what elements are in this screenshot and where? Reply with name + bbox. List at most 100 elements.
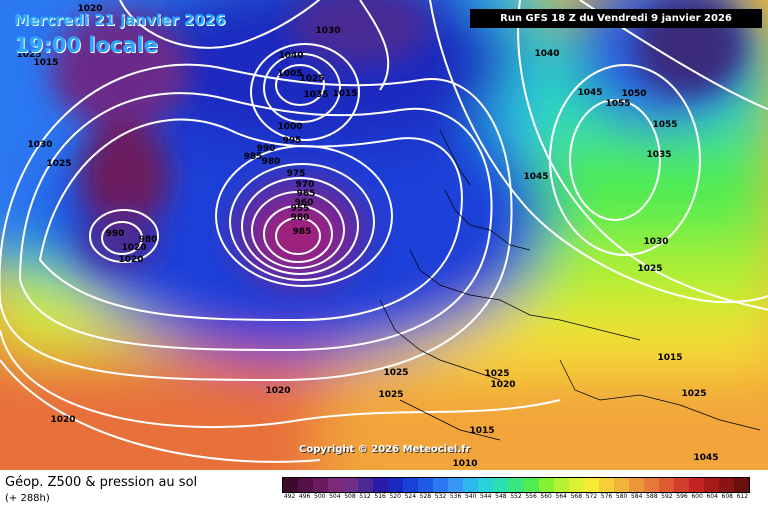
legend-swatch (553, 478, 569, 492)
pressure-label: 1035 (303, 90, 329, 100)
run-info: Run GFS 18 Z du Vendredi 9 janvier 2026 (470, 9, 762, 28)
pressure-label: 1025 (484, 369, 510, 379)
footer: Géop. Z500 & pression au sol (+ 288h) 49… (0, 470, 768, 512)
pressure-label: 1015 (657, 353, 683, 363)
pressure-label: 1020 (121, 243, 147, 253)
coastlines (379, 129, 761, 441)
pressure-label: 970 (295, 180, 315, 190)
field-title: Géop. Z500 & pression au sol (5, 475, 198, 490)
legend-labels: 492 496 500 504 508 512 516 520 524 528 532 536 540 5… (282, 493, 750, 500)
legend-swatch (463, 478, 479, 492)
legend-swatch (328, 478, 344, 492)
pressure-label: 965 (296, 189, 316, 199)
copyright: Copyright © 2026 Meteociel.fr (299, 444, 471, 455)
pressure-label: 1035 (646, 150, 672, 160)
pressure-label: 980 (138, 235, 158, 245)
pressure-label: 1000 (277, 122, 303, 132)
pressure-label: 985 (243, 152, 263, 162)
legend-swatch (583, 478, 599, 492)
legend-value: 532 (434, 493, 447, 500)
pressure-label: 995 (282, 136, 302, 146)
legend-swatch (388, 478, 404, 492)
legend-value: 516 (374, 493, 386, 500)
legend-value: 552 (510, 493, 522, 500)
pressure-label: 1020 (265, 386, 291, 396)
pressure-label: 1030 (315, 26, 341, 36)
legend-swatch (718, 478, 734, 492)
legend-value: 604 (706, 493, 718, 500)
legend-swatch (733, 478, 749, 492)
pressure-label: 1045 (577, 88, 603, 98)
legend-swatch (403, 478, 419, 492)
pressure-label: 1020 (118, 255, 144, 265)
weather-map-canvas (0, 0, 768, 470)
legend-value: 576 (600, 493, 613, 500)
legend-value: 540 (464, 493, 477, 500)
legend-swatch (568, 478, 584, 492)
legend-value: 492 (283, 493, 296, 500)
legend-value: 596 (676, 493, 688, 500)
pressure-label: 960 (294, 198, 314, 208)
pressure-label: 1030 (27, 140, 53, 150)
legend-swatch (358, 478, 374, 492)
legend-value: 584 (630, 493, 643, 500)
pressure-label: 1055 (652, 120, 678, 130)
pressure-label: 1025 (46, 159, 72, 169)
color-legend: 492 496 500 504 508 512 516 520 524 528 532 536 540 5… (282, 477, 750, 507)
legend-swatch (643, 478, 659, 492)
isobars (0, 0, 768, 463)
legend-value: 580 (615, 493, 628, 500)
pressure-label: 1005 (277, 69, 303, 79)
legend-value: 612 (736, 493, 749, 500)
pressure-label: 1015 (33, 58, 59, 68)
legend-value: 528 (419, 493, 432, 500)
legend-swatch (613, 478, 629, 492)
legend-value: 536 (449, 493, 462, 500)
lead-time: (+ 288h) (5, 493, 50, 504)
legend-swatch (283, 478, 299, 492)
legend-value: 496 (298, 493, 311, 500)
legend-value: 568 (570, 493, 583, 500)
valid-date: Mercredi 21 janvier 2026 (14, 11, 226, 29)
legend-value: 600 (691, 493, 703, 500)
pressure-label: 1025 (383, 368, 409, 378)
pressure-label: 1045 (693, 453, 719, 463)
pressure-label: 1040 (278, 51, 304, 61)
legend-value: 544 (480, 493, 492, 500)
legend-swatches (282, 477, 750, 493)
legend-value: 524 (404, 493, 417, 500)
legend-value: 548 (495, 493, 507, 500)
legend-value: 588 (646, 493, 658, 500)
pressure-label: 990 (256, 144, 276, 154)
pressure-label: 1050 (621, 89, 647, 99)
legend-swatch (373, 478, 389, 492)
legend-value: 572 (585, 493, 598, 500)
pressure-label: 980 (290, 213, 310, 223)
legend-swatch (538, 478, 554, 492)
pressure-label: 1020 (490, 380, 516, 390)
legend-value: 564 (555, 493, 567, 500)
valid-time: 19:00 locale (14, 33, 158, 57)
pressure-label: 975 (286, 169, 306, 179)
legend-value: 560 (540, 493, 552, 500)
legend-value: 500 (314, 493, 326, 500)
pressure-label: 1045 (523, 172, 549, 182)
legend-swatch (448, 478, 464, 492)
pressure-label: 1055 (605, 99, 631, 109)
legend-swatch (433, 478, 449, 492)
pressure-label: 1025 (637, 264, 663, 274)
pressure-label: 980 (261, 157, 281, 167)
weather-map: 1020 1025 1015 1030 1025 1030 1040 1045 … (0, 0, 768, 470)
legend-swatch (598, 478, 614, 492)
pressure-label: 955 (290, 204, 310, 214)
legend-value: 608 (721, 493, 733, 500)
pressure-label: 1025 (681, 389, 707, 399)
legend-swatch (418, 478, 434, 492)
legend-swatch (523, 478, 539, 492)
pressure-label: 1025 (16, 50, 42, 60)
legend-value: 556 (525, 493, 537, 500)
pressure-label: 1015 (469, 426, 495, 436)
pressure-label: 1030 (643, 237, 669, 247)
pressure-label: 1025 (299, 74, 325, 84)
